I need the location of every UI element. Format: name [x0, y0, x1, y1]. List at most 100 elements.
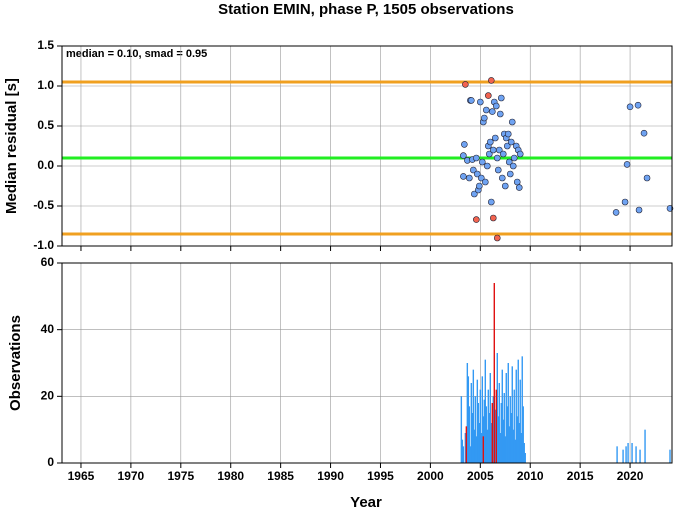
bar [468, 406, 471, 463]
point [493, 234, 501, 242]
plot-frame [61, 262, 673, 464]
bar [478, 423, 481, 463]
bar [482, 436, 485, 463]
annotation: median = 0.10, smad = 0.95 [66, 48, 207, 60]
y-tick-label: 0 [47, 455, 54, 469]
point [473, 216, 480, 223]
bar [460, 396, 463, 463]
point [492, 102, 500, 110]
point [497, 94, 505, 102]
plot-frame [61, 45, 673, 247]
bar [497, 416, 499, 463]
point [473, 154, 480, 162]
point [506, 170, 514, 178]
point [478, 174, 485, 182]
x-tick-label: 1970 [118, 469, 145, 483]
point [513, 178, 521, 186]
point [504, 130, 512, 138]
bar [644, 429, 646, 463]
point [498, 174, 506, 182]
bar [502, 419, 504, 463]
bar [494, 409, 496, 463]
point [634, 101, 642, 109]
bar [524, 453, 526, 463]
point [501, 182, 509, 190]
bar [476, 379, 479, 463]
bar [485, 406, 488, 463]
bar [631, 443, 633, 463]
point [494, 166, 502, 174]
point [484, 162, 491, 170]
point [471, 190, 478, 198]
bar [479, 389, 482, 463]
point [462, 81, 469, 88]
bar [501, 369, 503, 463]
point [486, 138, 494, 146]
point [488, 108, 496, 115]
point [621, 198, 629, 206]
y-tick-label: -0.5 [33, 198, 54, 212]
point [507, 138, 515, 146]
y-tick-label: 1.5 [37, 38, 54, 52]
bar [616, 446, 618, 463]
x-tick-label: 1990 [317, 469, 344, 483]
point [482, 178, 489, 186]
point [623, 161, 631, 168]
point [468, 97, 475, 104]
bar [496, 353, 498, 463]
point [477, 98, 484, 106]
point [505, 158, 513, 166]
point [493, 154, 501, 162]
bar [484, 359, 487, 463]
point [635, 206, 643, 214]
point [481, 114, 488, 122]
point [515, 184, 523, 191]
bar [506, 406, 508, 463]
point [643, 174, 651, 182]
chart-title: Station EMIN, phase P, 1505 observations [218, 1, 514, 18]
bar [473, 429, 476, 463]
y-axis-label: Median residual [s] [3, 78, 20, 214]
bar [523, 443, 525, 463]
bar [622, 449, 624, 463]
point [509, 162, 517, 170]
bar [469, 446, 472, 463]
y-tick-label: 0.0 [37, 158, 54, 172]
bar [505, 373, 507, 463]
point [483, 106, 490, 114]
bar [515, 369, 517, 463]
point [485, 92, 492, 99]
y-tick-label: 1.0 [37, 78, 54, 92]
point [491, 134, 499, 142]
bar [627, 443, 629, 463]
bar [514, 439, 516, 463]
x-tick-label: 2020 [617, 469, 644, 483]
x-tick-label: 2010 [517, 469, 544, 483]
bar [461, 439, 464, 463]
bar [472, 369, 475, 463]
bar [493, 283, 495, 463]
bar [492, 396, 494, 463]
bar [488, 413, 490, 463]
y-axis-label: Observations [7, 315, 24, 411]
x-tick-label: 1985 [267, 469, 294, 483]
y-tick-label: 40 [41, 322, 55, 336]
bar [512, 429, 514, 463]
bar [466, 363, 469, 463]
bar [508, 426, 510, 463]
bar [471, 413, 474, 463]
x-tick-label: 1975 [167, 469, 194, 483]
x-axis-label: Year [350, 494, 382, 511]
bar [467, 376, 470, 463]
bar [518, 423, 520, 463]
bar [500, 403, 502, 463]
point [460, 152, 467, 159]
bar [486, 429, 489, 463]
bar [483, 399, 486, 463]
bar [481, 376, 484, 463]
bar [462, 446, 465, 463]
point [479, 158, 486, 166]
point [487, 198, 495, 206]
point [510, 154, 518, 162]
